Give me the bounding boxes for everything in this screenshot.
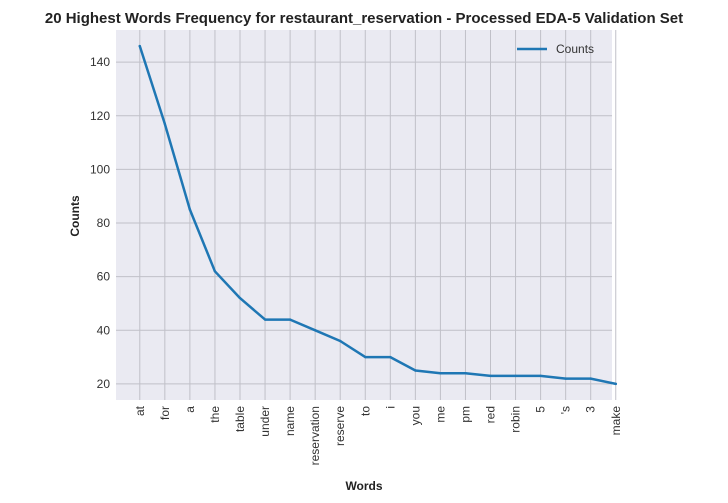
y-tick-label: 80 xyxy=(97,216,111,230)
x-tick-label: 5 xyxy=(534,406,548,413)
data-point xyxy=(439,372,442,375)
legend: Counts xyxy=(517,42,594,56)
x-tick-label: pm xyxy=(458,406,472,423)
x-tick-label: name xyxy=(283,406,297,436)
x-tick-label: robin xyxy=(509,406,523,433)
y-tick-label: 40 xyxy=(97,323,111,337)
data-point xyxy=(138,44,141,48)
chart-title: 20 Highest Words Frequency for restauran… xyxy=(45,10,683,27)
y-tick-label: 20 xyxy=(97,377,111,391)
data-point xyxy=(489,374,492,378)
y-tick-label: 140 xyxy=(90,55,110,69)
grid xyxy=(116,30,617,400)
data-point xyxy=(514,374,517,378)
x-tick-label: make xyxy=(609,406,623,436)
data-point xyxy=(614,382,617,386)
x-tick-label: reservation xyxy=(308,406,322,465)
x-tick-label: 3 xyxy=(584,406,598,413)
y-axis-label: Counts xyxy=(68,195,82,237)
x-axis-ticks: at for a the table under name reservation reserv… xyxy=(133,405,623,465)
series-layer xyxy=(138,44,618,386)
data-point xyxy=(188,208,192,211)
x-tick-label: reserve xyxy=(333,406,347,446)
x-tick-label: at xyxy=(133,405,147,416)
y-tick-label: 120 xyxy=(90,109,110,123)
x-tick-label: the xyxy=(208,406,222,423)
x-tick-label: table xyxy=(233,406,247,432)
x-axis-label: Words xyxy=(345,479,382,493)
x-tick-label: 's xyxy=(559,406,573,414)
y-tick-label: 100 xyxy=(90,162,110,176)
data-point xyxy=(238,296,242,300)
data-point xyxy=(339,339,342,343)
data-point xyxy=(589,377,592,380)
legend-label-counts: Counts xyxy=(556,42,594,56)
data-point xyxy=(364,355,367,359)
data-point xyxy=(539,374,542,378)
data-point xyxy=(288,318,292,321)
data-point xyxy=(389,355,392,359)
data-point xyxy=(263,318,267,321)
series-line-counts xyxy=(138,44,618,386)
x-tick-label: under xyxy=(258,406,272,437)
data-point xyxy=(314,329,317,332)
x-tick-label: me xyxy=(433,406,447,423)
y-tick-label: 60 xyxy=(97,270,111,284)
data-point xyxy=(163,122,166,126)
x-tick-label: red xyxy=(484,406,498,423)
x-tick-label: you xyxy=(408,406,422,425)
y-axis-ticks: 20 40 60 80 100 120 140 xyxy=(90,55,110,391)
x-tick-label: to xyxy=(358,406,372,416)
data-point xyxy=(414,369,417,372)
data-point xyxy=(213,270,217,273)
data-point xyxy=(564,377,567,380)
plot-area xyxy=(116,30,612,400)
x-tick-label: a xyxy=(183,406,197,413)
data-point xyxy=(464,372,467,375)
x-tick-label: i xyxy=(383,406,397,409)
x-tick-label: for xyxy=(158,406,172,420)
